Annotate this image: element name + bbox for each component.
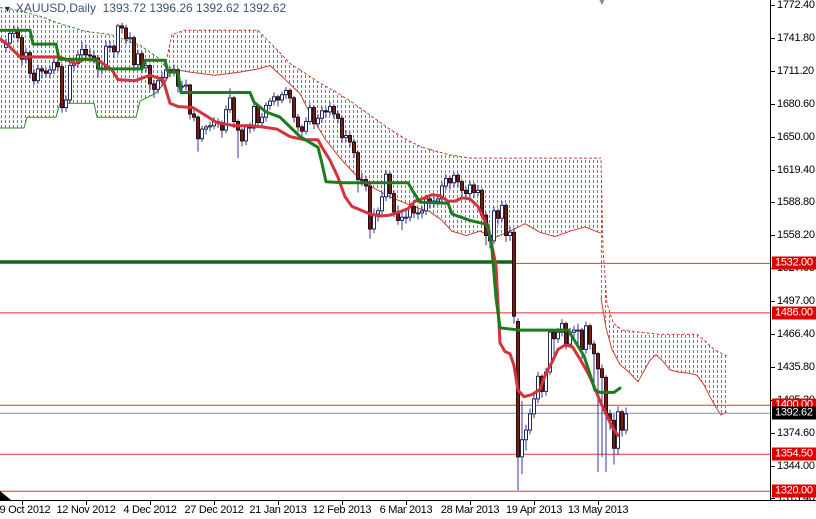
price-tick-label: 1772.40: [777, 0, 815, 11]
date-tick: [214, 501, 215, 505]
cloud-span-a-line: [164, 29, 301, 71]
price-tick: [771, 169, 775, 171]
price-axis[interactable]: 1772.40 1741.80 1711.20 1680.60 1650.00 1619.…: [770, 0, 816, 504]
cloud-span-b-line: [164, 65, 301, 94]
price-tick: [771, 37, 775, 39]
date-label: 12 Nov 2012: [56, 504, 116, 516]
price-level-badge: 1486.00: [772, 306, 816, 320]
chart-title: ▼ XAUUSD,Daily 1393.72 1396.26 1392.62 13…: [3, 1, 286, 15]
date-tick: [278, 501, 279, 505]
ichimoku-cloud: [165, 30, 300, 94]
date-label: 19 Apr 2013: [505, 504, 563, 516]
date-label: 27 Dec 2012: [184, 504, 244, 516]
price-tick-label: 1466.40: [777, 327, 815, 340]
price-tick-label: 1619.40: [777, 163, 815, 176]
date-label: 12 Feb 2013: [312, 504, 372, 516]
ma-green-line: [0, 28, 622, 394]
price-tick-label: 1588.80: [777, 196, 815, 209]
time-axis[interactable]: 19 Oct 2012 12 Nov 2012 4 Dec 2012 27 Dec 2…: [0, 500, 816, 519]
collapse-arrow-icon[interactable]: ▼: [3, 4, 12, 14]
price-tick-label: 1344.00: [777, 459, 815, 472]
price-tick: [771, 5, 775, 6]
date-label: 13 May 2013: [567, 504, 629, 516]
cloud-span-a-line: [299, 69, 431, 150]
price-tick-label: 1741.80: [777, 31, 815, 44]
price-tick: [771, 432, 775, 434]
chart-shift-icon[interactable]: ▼: [597, 0, 607, 8]
cloud-span-b-line: [0, 82, 166, 129]
price-tick-label: 1650.00: [777, 130, 815, 143]
price-tick-label: 1497.00: [777, 295, 815, 308]
price-level-badge: 1354.50: [772, 447, 816, 461]
ohlc-quote: 1393.72 1396.26 1392.62 1392.62: [102, 1, 287, 15]
ma-red-line: [0, 37, 620, 437]
price-level-badge: 1320.00: [772, 484, 816, 498]
symbol-timeframe: XAUUSD,Daily: [15, 1, 96, 15]
date-label: 28 Mar 2013: [440, 504, 500, 516]
date-tick: [22, 501, 23, 505]
date-label: 6 Mar 2013: [379, 504, 433, 516]
price-tick: [771, 202, 775, 204]
price-tick-label: 1435.80: [777, 360, 815, 373]
date-label: 21 Jan 2013: [249, 504, 307, 516]
price-tick-label: 1558.20: [777, 229, 815, 242]
price-tick-label: 1711.20: [777, 64, 814, 77]
price-level-badge: 1532.00: [772, 256, 816, 270]
price-tick: [771, 70, 775, 72]
date-label: 4 Dec 2012: [123, 504, 177, 516]
ichimoku-cloud: [0, 7, 165, 129]
ichimoku-cloud: [601, 160, 727, 415]
ichimoku-cloud: [300, 69, 430, 212]
current-price-badge: 1392.62: [772, 406, 816, 420]
date-tick: [598, 501, 599, 505]
price-chart[interactable]: [0, 0, 770, 500]
date-tick: [534, 501, 535, 505]
price-tick: [771, 301, 775, 303]
price-tick-label: 1374.60: [777, 426, 815, 439]
date-tick: [470, 501, 471, 505]
price-tick-label: 1680.60: [777, 97, 815, 110]
cloud-span-a-line: [600, 160, 728, 357]
price-tick: [771, 136, 775, 138]
date-tick: [342, 501, 343, 505]
scroll-marker-icon[interactable]: [0, 491, 11, 500]
cloud-span-a-line: [429, 149, 601, 159]
date-tick: [86, 501, 87, 505]
price-tick: [771, 498, 775, 500]
price-tick: [771, 235, 775, 237]
price-tick: [771, 333, 775, 335]
date-tick: [150, 501, 151, 505]
price-tick: [771, 103, 775, 105]
date-tick: [406, 501, 407, 505]
price-tick: [771, 366, 775, 368]
ichimoku-cloud: [430, 149, 601, 238]
date-label: 19 Oct 2012: [0, 504, 51, 516]
cloud-span-b-line: [600, 297, 728, 416]
cloud-span-a-line: [0, 7, 166, 67]
price-tick: [771, 465, 775, 467]
